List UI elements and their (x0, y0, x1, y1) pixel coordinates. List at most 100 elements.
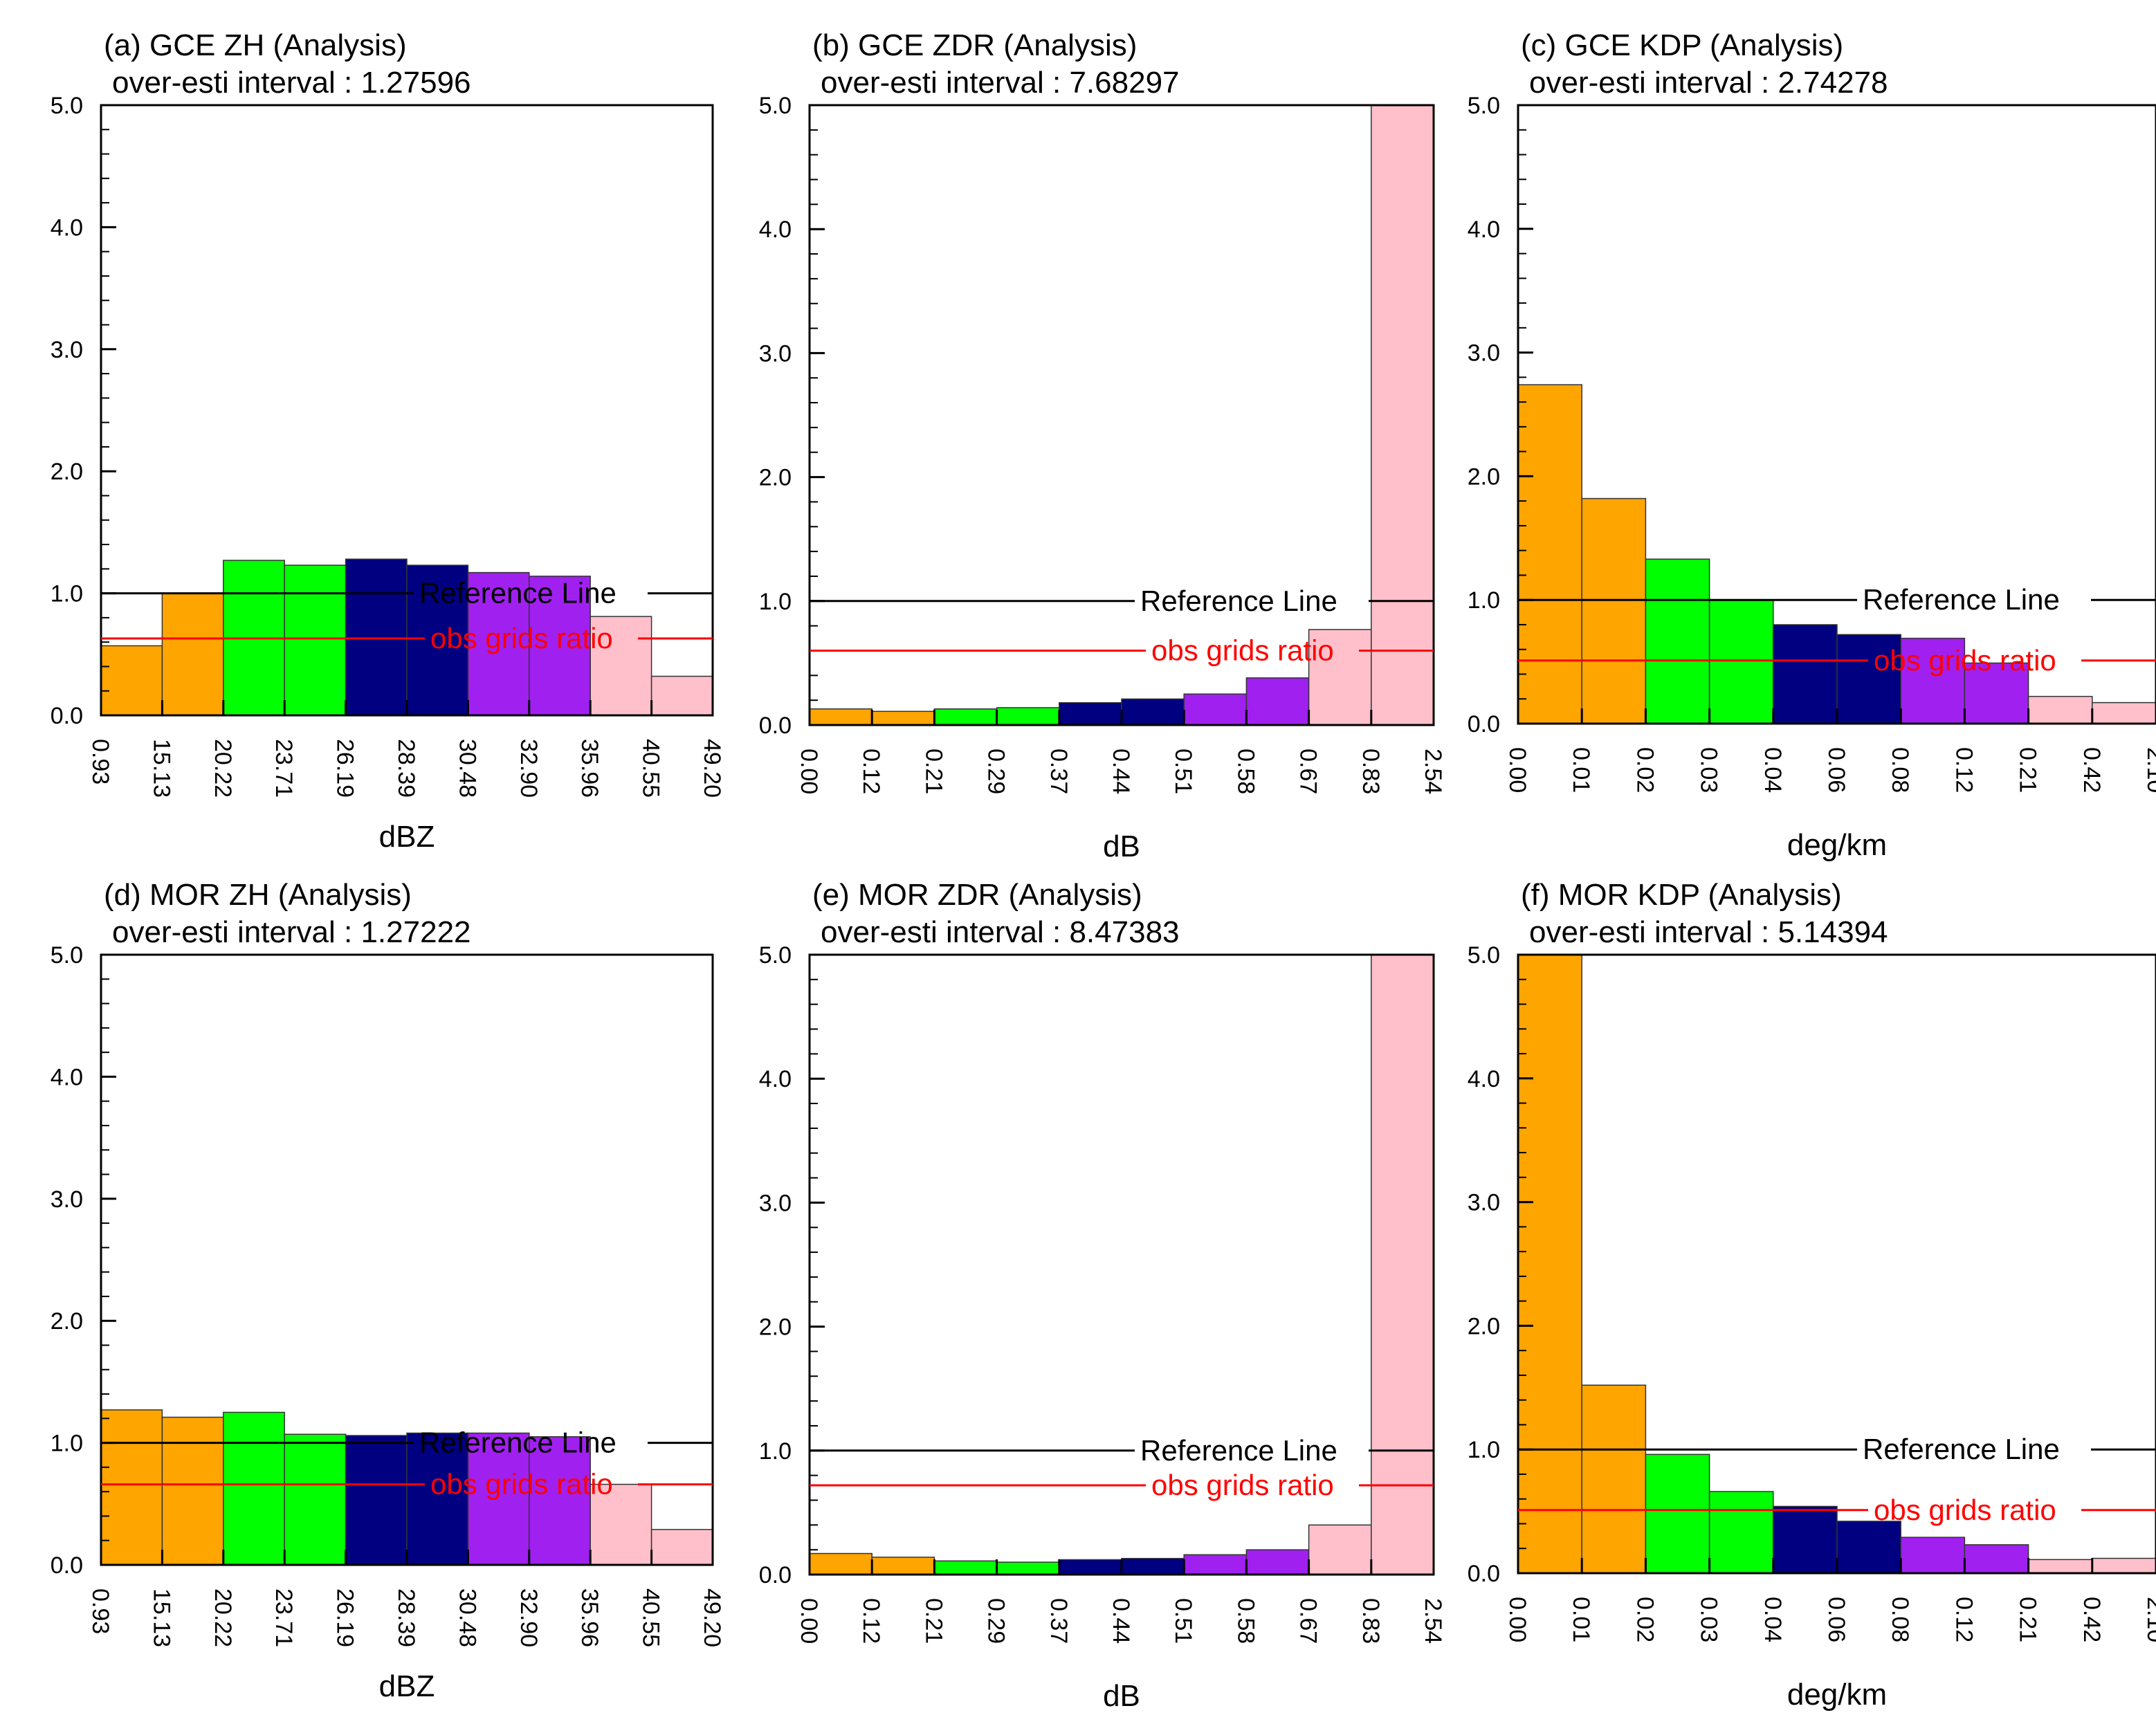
x-tick-label: 40.55 (638, 1588, 664, 1647)
bar-bin-8 (1245, 677, 1310, 726)
x-tick-label: 32.90 (515, 739, 542, 798)
x-axis-label: dB (1103, 829, 1140, 863)
y-tick-label: 5.0 (1468, 942, 1500, 969)
bar-bin-10 (1371, 954, 1434, 1575)
x-tick-label: 30.48 (454, 739, 480, 798)
bar-bin-4 (1708, 1491, 1774, 1574)
x-tick-label: 0.93 (87, 739, 113, 785)
panel-subtitle: over-esti interval : 5.14394 (1529, 915, 1888, 949)
y-tick-label: 3.0 (759, 340, 792, 367)
y-tick-label: 1.0 (759, 589, 792, 615)
bar-bin-9 (2027, 1559, 2093, 1574)
bar-bin-5 (1773, 1505, 1838, 1574)
bar-bin-2 (1581, 1384, 1647, 1574)
x-tick-label: 28.39 (393, 1588, 419, 1647)
bar-bin-7 (1183, 1554, 1248, 1575)
bar-bin-2 (871, 1557, 935, 1575)
x-tick-label: 2.54 (1420, 749, 1446, 794)
y-tick-label: 0.0 (759, 1562, 792, 1588)
y-tick-label: 0.0 (51, 1552, 83, 1579)
x-tick-label: 49.20 (699, 1588, 725, 1647)
panel-title: (f) MOR KDP (Analysis) (1521, 878, 1842, 912)
panel-a: (a) GCE ZH (Analysis) over-esti interval … (51, 28, 725, 854)
plot-frame (808, 953, 1435, 1576)
bar-bin-5 (345, 1435, 408, 1566)
x-axis-label: dB (1103, 1679, 1140, 1713)
y-tick-label: 3.0 (759, 1190, 792, 1216)
y-tick-label: 4.0 (1468, 1066, 1500, 1092)
x-tick-label: 35.96 (576, 739, 603, 798)
bar-bin-10 (650, 1529, 713, 1566)
bar-bin-9 (2027, 695, 2093, 724)
obs-grids-ratio-label: obs grids ratio (430, 622, 613, 654)
x-axis-label: deg/km (1787, 828, 1887, 862)
x-tick-label: 0.93 (87, 1588, 113, 1634)
bar-bin-4 (996, 1561, 1060, 1575)
x-tick-label: 0.44 (1108, 1598, 1134, 1644)
x-tick-label: 30.48 (454, 1588, 480, 1647)
y-tick-label: 2.0 (759, 1314, 792, 1341)
x-tick-label: 35.96 (576, 1588, 603, 1647)
y-tick-label: 2.0 (51, 459, 83, 485)
x-tick-label: 0.12 (1951, 1597, 1977, 1642)
x-tick-label: 0.02 (1632, 747, 1658, 793)
bar-bin-6 (1121, 1557, 1185, 1575)
x-tick-label: 0.67 (1295, 1598, 1322, 1644)
bar-bin-6 (1836, 1521, 1901, 1574)
x-tick-label: 15.13 (148, 1588, 174, 1647)
reference-line-label: Reference Line (1140, 1434, 1337, 1467)
x-tick-label: 0.12 (1951, 747, 1977, 793)
y-tick-label: 3.0 (51, 1186, 83, 1213)
x-axis-label: dBZ (379, 1669, 435, 1703)
x-tick-label: 0.83 (1358, 1598, 1384, 1644)
panel-subtitle: over-esti interval : 8.47383 (821, 915, 1180, 949)
bar-bin-3 (1645, 558, 1710, 724)
x-tick-label: 0.00 (1504, 747, 1531, 793)
x-tick-label: 0.01 (1568, 1597, 1594, 1642)
bar-bin-10 (1371, 104, 1434, 726)
bar-bin-9 (590, 1483, 652, 1566)
bar-bin-3 (933, 1560, 998, 1575)
y-tick-label: 0.0 (1468, 1561, 1500, 1587)
panel-title: (c) GCE KDP (Analysis) (1521, 28, 1843, 62)
reference-line-label: Reference Line (419, 1427, 616, 1459)
panel-e: (e) MOR ZDR (Analysis)over-esti interval… (759, 878, 1446, 1713)
bar-bin-7 (1183, 693, 1248, 726)
x-tick-label: 0.58 (1232, 749, 1259, 794)
y-tick-label: 5.0 (51, 93, 83, 119)
panel-title: (e) MOR ZDR (Analysis) (812, 878, 1142, 912)
reference-line-label: Reference Line (1863, 583, 2060, 616)
bar-bin-6 (1121, 698, 1185, 726)
x-tick-label: 0.08 (1887, 747, 1913, 793)
x-tick-label: 0.01 (1568, 747, 1594, 793)
x-tick-label: 0.29 (983, 1598, 1010, 1644)
bar-bin-5 (1773, 624, 1838, 724)
y-tick-label: 4.0 (759, 1066, 792, 1092)
panel-b: (b) GCE ZDR (Analysis) over-esti interval… (759, 28, 1446, 863)
bar-bin-8 (1245, 1549, 1310, 1575)
x-tick-label: 23.71 (271, 739, 297, 798)
panel-title: (d) MOR ZH (Analysis) (104, 878, 412, 912)
panel-c: (c) GCE KDP (Analysis) over-esti interval… (1468, 28, 2156, 862)
y-tick-label: 1.0 (51, 581, 83, 607)
y-tick-label: 2.0 (1468, 1313, 1500, 1339)
x-tick-label: 0.00 (796, 749, 822, 794)
x-tick-label: 0.37 (1045, 749, 1072, 794)
bar-bin-5 (1059, 701, 1122, 726)
x-tick-label: 2.10 (2142, 1597, 2156, 1642)
x-tick-label: 0.00 (796, 1598, 822, 1644)
panel-title: (a) GCE ZH (Analysis) (104, 28, 407, 62)
y-tick-label: 3.0 (51, 337, 83, 363)
x-tick-label: 20.22 (210, 739, 236, 798)
obs-grids-ratio-label: obs grids ratio (430, 1468, 613, 1501)
panel-title: (b) GCE ZDR (Analysis) (812, 28, 1137, 62)
y-tick-label: 5.0 (1468, 93, 1500, 119)
bar-bin-4 (996, 707, 1060, 726)
x-tick-label: 0.21 (920, 1598, 947, 1644)
y-tick-label: 0.0 (1468, 711, 1500, 737)
bar-bin-1 (100, 645, 163, 716)
y-tick-label: 1.0 (1468, 1437, 1500, 1463)
x-tick-label: 0.06 (1823, 1597, 1849, 1642)
bar-bin-3 (933, 708, 998, 726)
x-tick-label: 26.19 (332, 739, 358, 798)
